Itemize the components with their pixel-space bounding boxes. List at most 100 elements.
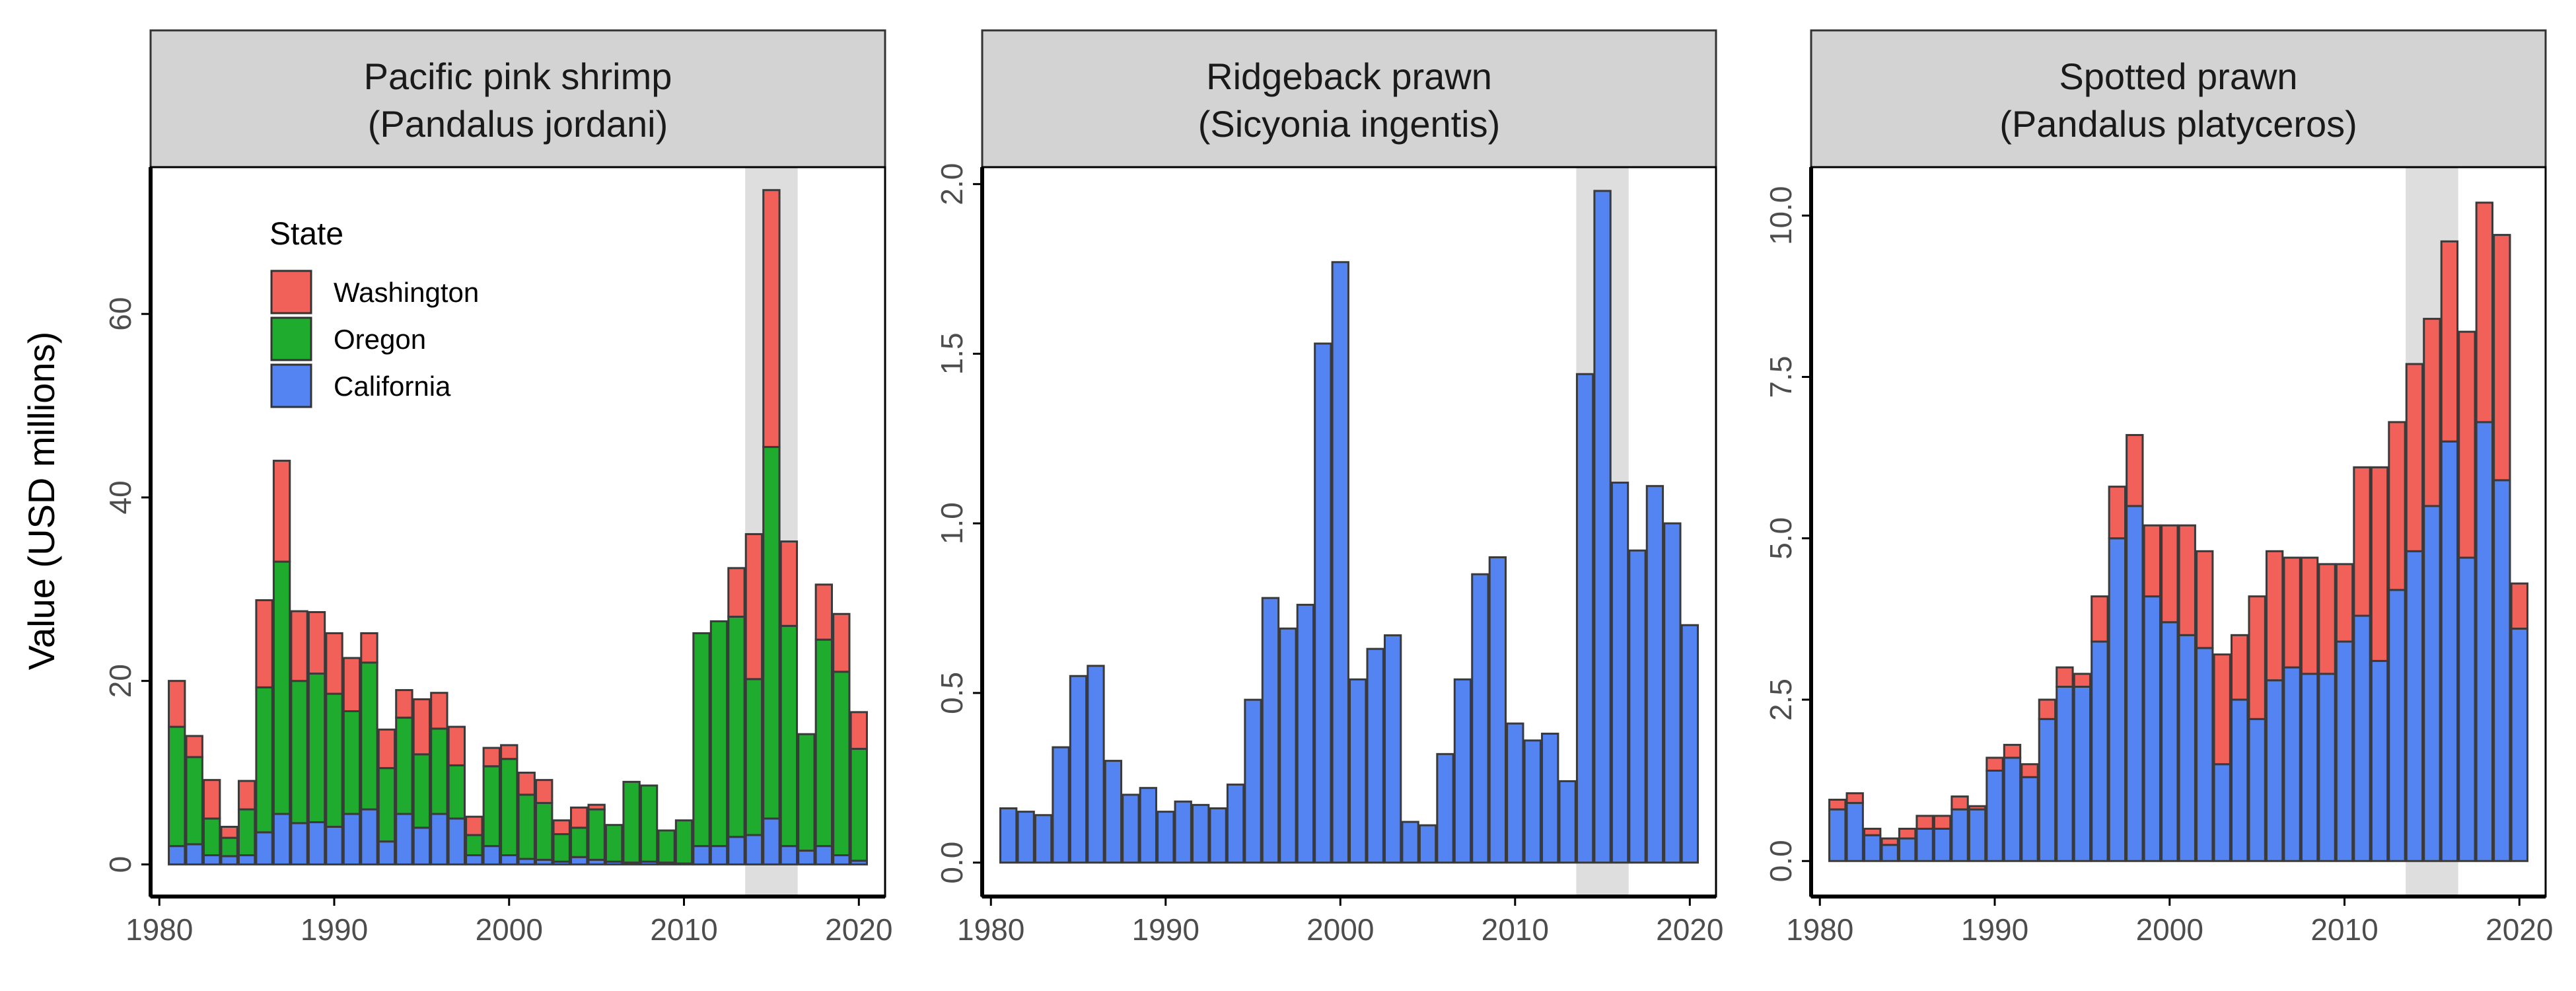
x-tick-label: 2000 xyxy=(476,912,543,947)
bar-california-2016 xyxy=(1610,482,1629,864)
bar-oregon-2000 xyxy=(500,758,519,857)
bar-washington-2000 xyxy=(2161,524,2179,624)
bar-california-2007 xyxy=(2283,666,2301,862)
legend-swatch-washington xyxy=(270,270,312,314)
facet-title-line-1: Pacific pink shrimp xyxy=(364,55,672,97)
bar-washington-2018 xyxy=(814,583,834,641)
bar-california-2015 xyxy=(762,817,781,865)
bar-california-2016 xyxy=(779,845,799,865)
bar-washington-2011 xyxy=(2353,466,2371,617)
bar-california-1981 xyxy=(999,807,1018,864)
bar-washington-2010 xyxy=(2335,563,2354,643)
bar-california-2018 xyxy=(2475,421,2494,862)
bar-oregon-2012 xyxy=(709,620,729,848)
bar-california-2012 xyxy=(1541,733,1559,864)
facet-strip xyxy=(981,29,1717,168)
bar-oregon-2013 xyxy=(727,615,746,838)
bar-california-1984 xyxy=(220,855,238,865)
bar-oregon-2019 xyxy=(832,671,851,857)
bar-california-2014 xyxy=(744,834,764,865)
bar-washington-1988 xyxy=(290,610,308,682)
bar-oregon-2018 xyxy=(814,638,834,848)
bar-oregon-1982 xyxy=(185,756,203,846)
bar-california-1993 xyxy=(1209,807,1227,864)
bar-washington-1990 xyxy=(1986,756,2004,772)
y-tick-label: 7.5 xyxy=(1764,356,1798,398)
bar-california-1990 xyxy=(1157,811,1175,864)
legend-label-california: California xyxy=(334,371,451,402)
x-tick-label: 2000 xyxy=(2136,912,2203,947)
bar-oregon-2001 xyxy=(517,793,536,860)
bar-california-1984 xyxy=(1880,844,1899,862)
bar-california-2001 xyxy=(1349,678,1367,864)
bar-oregon-2005 xyxy=(587,808,606,861)
bar-california-2020 xyxy=(1680,624,1699,864)
bar-washington-1985 xyxy=(237,780,256,811)
bars xyxy=(1828,202,2528,862)
y-tick-label: 2.0 xyxy=(935,163,969,205)
facet-strip xyxy=(149,29,886,168)
x-tick-label: 1980 xyxy=(125,912,193,947)
bar-oregon-2014 xyxy=(744,678,764,836)
bar-washington-1987 xyxy=(272,459,291,563)
bar-washington-1993 xyxy=(2038,698,2057,720)
bar-california-2010 xyxy=(1506,722,1524,864)
bar-california-1997 xyxy=(447,817,466,865)
bar-california-2005 xyxy=(2248,717,2266,862)
bar-california-2018 xyxy=(1645,485,1664,864)
bar-california-1997 xyxy=(1279,627,1297,864)
bar-washington-1983 xyxy=(202,779,221,820)
bar-california-1982 xyxy=(1017,811,1035,864)
bar-california-1988 xyxy=(1122,793,1140,864)
bar-oregon-1987 xyxy=(272,560,291,815)
bar-oregon-1994 xyxy=(395,716,413,815)
bar-california-2004 xyxy=(1401,821,1419,864)
bar-oregon-2002 xyxy=(535,801,554,861)
bar-oregon-1997 xyxy=(447,764,466,820)
bar-california-2009 xyxy=(2318,673,2336,862)
x-tick-label: 1990 xyxy=(301,912,368,947)
bar-california-1988 xyxy=(1950,808,1969,862)
bar-washington-2004 xyxy=(2230,634,2249,701)
bar-california-2013 xyxy=(1558,780,1577,864)
bar-washington-2012 xyxy=(2370,466,2389,662)
bar-california-1998 xyxy=(2126,505,2144,862)
bar-oregon-2017 xyxy=(797,733,816,852)
bar-california-1992 xyxy=(360,808,378,865)
bar-washington-2019 xyxy=(2493,234,2511,482)
bar-california-2008 xyxy=(1471,573,1489,864)
bar-california-2000 xyxy=(500,854,519,865)
bar-washington-1982 xyxy=(1845,792,1864,804)
bar-washington-2015 xyxy=(2423,318,2441,507)
legend-title: State xyxy=(269,217,343,252)
bar-oregon-1988 xyxy=(290,680,308,825)
facet-title-line-2: (Pandalus platyceros) xyxy=(1999,103,2357,145)
x-tick-label: 2010 xyxy=(1482,912,1549,947)
bar-oregon-2009 xyxy=(657,829,676,864)
bar-oregon-2011 xyxy=(692,632,711,848)
y-tick-label: 0.0 xyxy=(1764,840,1798,882)
bar-washington-2007 xyxy=(2283,556,2301,669)
bar-oregon-2007 xyxy=(622,780,641,864)
bar-california-1994 xyxy=(1226,784,1245,864)
bar-washington-1981 xyxy=(168,680,186,728)
bar-california-1999 xyxy=(2143,595,2161,862)
bar-washington-2008 xyxy=(2300,556,2319,675)
bar-oregon-1999 xyxy=(482,765,501,848)
bar-california-1987 xyxy=(1933,827,1952,862)
bar-oregon-2016 xyxy=(779,624,799,848)
x-tick-label: 2000 xyxy=(1306,912,1374,947)
bar-california-1982 xyxy=(185,843,203,865)
y-tick-label: 0.5 xyxy=(935,672,969,714)
bar-washington-1993 xyxy=(377,728,396,770)
bar-washington-2019 xyxy=(832,612,851,673)
bar-california-2006 xyxy=(1436,752,1454,864)
bar-washington-1981 xyxy=(1828,798,1847,811)
bar-washington-1989 xyxy=(307,611,326,675)
bar-california-1989 xyxy=(1968,808,1987,862)
legend-label-oregon: Oregon xyxy=(334,324,426,355)
x-tick-label: 1980 xyxy=(1786,912,1853,947)
bar-washington-1983 xyxy=(1863,827,1882,836)
bar-washington-1999 xyxy=(2143,524,2161,598)
